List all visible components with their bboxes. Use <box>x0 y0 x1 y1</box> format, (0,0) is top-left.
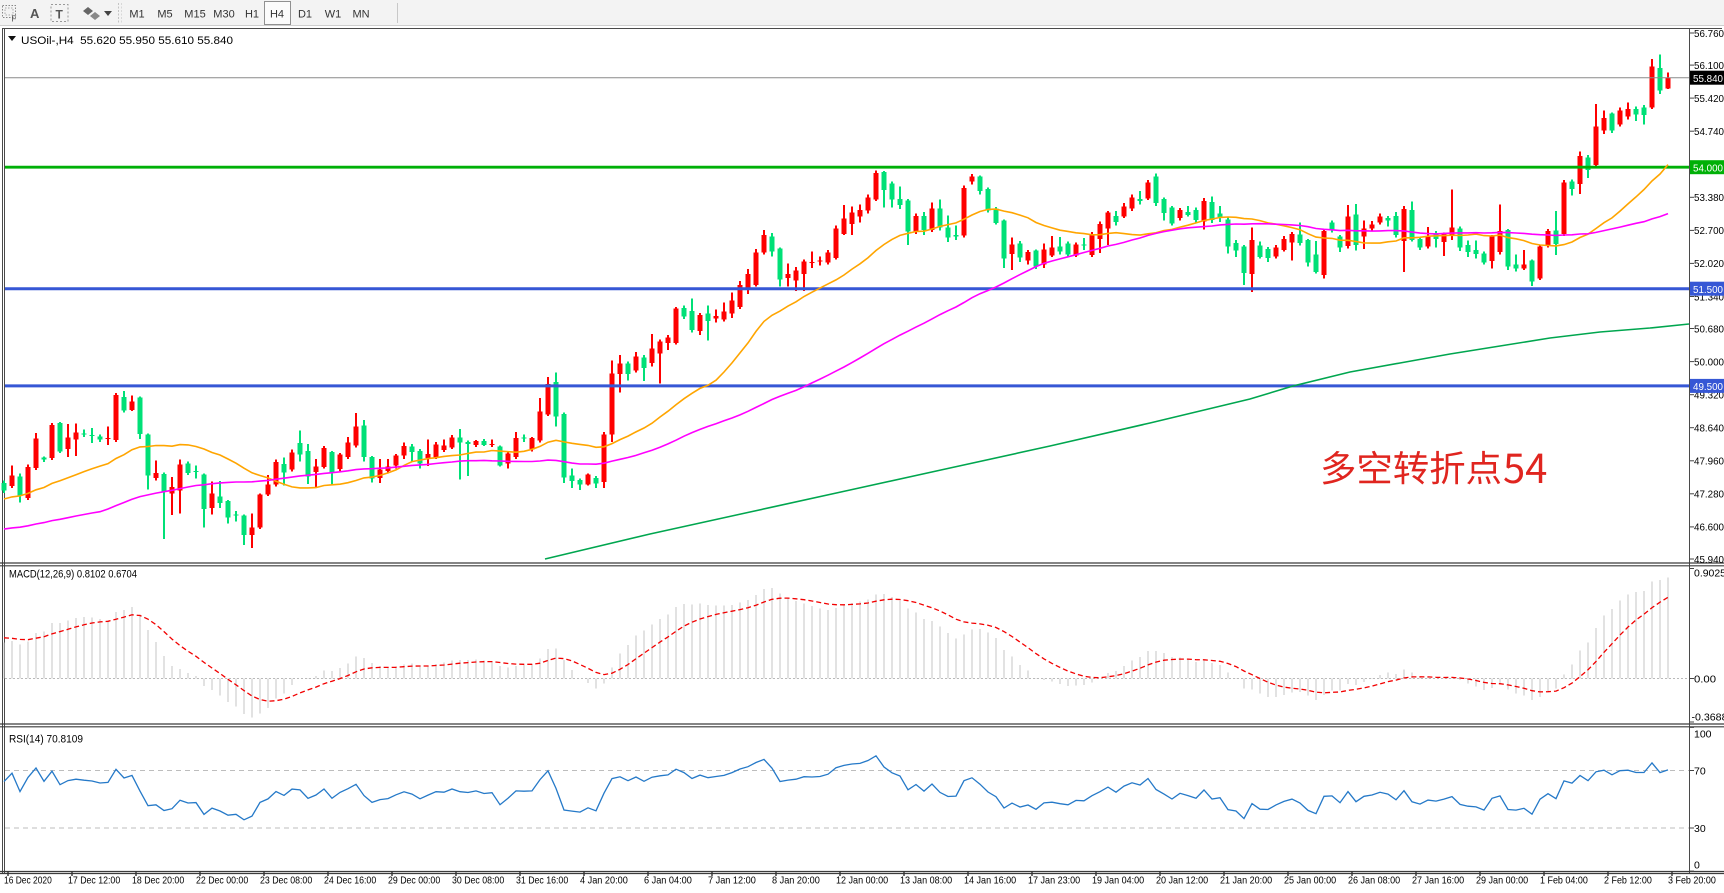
svg-text:USOil-,H4 55.620 55.950 55.61: USOil-,H4 55.620 55.950 55.610 55.840 <box>21 35 233 47</box>
svg-text:47.280: 47.280 <box>1694 489 1724 501</box>
svg-text:1 Feb 04:00: 1 Feb 04:00 <box>1540 875 1588 887</box>
svg-text:17 Dec 12:00: 17 Dec 12:00 <box>68 875 120 887</box>
svg-text:23 Dec 08:00: 23 Dec 08:00 <box>260 875 312 887</box>
svg-text:8 Jan 20:00: 8 Jan 20:00 <box>772 875 820 887</box>
svg-text:20 Jan 12:00: 20 Jan 12:00 <box>1156 875 1208 887</box>
svg-text:M15: M15 <box>184 9 205 21</box>
svg-text:16 Dec 2020: 16 Dec 2020 <box>4 875 52 887</box>
svg-text:13 Jan 08:00: 13 Jan 08:00 <box>900 875 952 887</box>
svg-text:56.100: 56.100 <box>1694 60 1724 72</box>
svg-text:-0.3688: -0.3688 <box>1692 711 1724 723</box>
svg-text:49.500: 49.500 <box>1693 381 1723 393</box>
svg-text:W1: W1 <box>325 9 342 21</box>
svg-text:50.680: 50.680 <box>1694 323 1724 335</box>
svg-text:52.700: 52.700 <box>1694 225 1724 237</box>
svg-text:24 Dec 16:00: 24 Dec 16:00 <box>324 875 376 887</box>
svg-text:52.020: 52.020 <box>1694 258 1724 270</box>
svg-text:31 Dec 16:00: 31 Dec 16:00 <box>516 875 568 887</box>
svg-text:MN: MN <box>352 9 369 21</box>
svg-text:19 Jan 04:00: 19 Jan 04:00 <box>1092 875 1144 887</box>
svg-text:53.380: 53.380 <box>1694 192 1724 204</box>
svg-text:F: F <box>12 15 17 24</box>
svg-text:100: 100 <box>1694 728 1712 740</box>
svg-text:7 Jan 12:00: 7 Jan 12:00 <box>708 875 756 887</box>
svg-text:21 Jan 20:00: 21 Jan 20:00 <box>1220 875 1272 887</box>
svg-text:30: 30 <box>1694 823 1706 835</box>
svg-text:RSI(14) 70.8109: RSI(14) 70.8109 <box>9 734 83 746</box>
svg-text:29 Dec 00:00: 29 Dec 00:00 <box>388 875 440 887</box>
svg-text:54.740: 54.740 <box>1694 126 1724 138</box>
svg-text:D1: D1 <box>298 9 312 21</box>
svg-text:2 Feb 12:00: 2 Feb 12:00 <box>1604 875 1652 887</box>
svg-text:M30: M30 <box>213 9 234 21</box>
svg-text:3 Feb 20:00: 3 Feb 20:00 <box>1668 875 1716 887</box>
svg-text:M5: M5 <box>157 9 172 21</box>
svg-text:47.960: 47.960 <box>1694 456 1724 468</box>
svg-text:MACD(12,26,9) 0.8102 0.6704: MACD(12,26,9) 0.8102 0.6704 <box>9 569 137 581</box>
svg-text:12 Jan 00:00: 12 Jan 00:00 <box>836 875 888 887</box>
svg-text:50.000: 50.000 <box>1694 356 1724 368</box>
svg-text:A: A <box>30 6 40 21</box>
svg-text:T: T <box>56 8 64 22</box>
svg-text:45.940: 45.940 <box>1694 554 1724 566</box>
svg-text:29 Jan 00:00: 29 Jan 00:00 <box>1476 875 1528 887</box>
svg-text:48.640: 48.640 <box>1694 423 1724 435</box>
svg-text:0.00: 0.00 <box>1694 673 1716 685</box>
svg-text:56.760: 56.760 <box>1694 28 1724 40</box>
svg-text:6 Jan 04:00: 6 Jan 04:00 <box>644 875 692 887</box>
svg-text:30 Dec 08:00: 30 Dec 08:00 <box>452 875 504 887</box>
svg-text:27 Jan 16:00: 27 Jan 16:00 <box>1412 875 1464 887</box>
svg-text:H4: H4 <box>270 9 284 21</box>
svg-text:54.000: 54.000 <box>1693 163 1723 175</box>
svg-text:26 Jan 08:00: 26 Jan 08:00 <box>1348 875 1400 887</box>
svg-text:55.420: 55.420 <box>1694 93 1724 105</box>
svg-text:55.840: 55.840 <box>1693 73 1723 85</box>
svg-text:14 Jan 16:00: 14 Jan 16:00 <box>964 875 1016 887</box>
svg-text:22 Dec 00:00: 22 Dec 00:00 <box>196 875 248 887</box>
svg-text:70: 70 <box>1694 765 1706 777</box>
svg-text:18 Dec 20:00: 18 Dec 20:00 <box>132 875 184 887</box>
svg-text:51.500: 51.500 <box>1693 284 1723 296</box>
svg-text:0: 0 <box>1694 859 1700 871</box>
svg-text:17 Jan 23:00: 17 Jan 23:00 <box>1028 875 1080 887</box>
svg-text:25 Jan 00:00: 25 Jan 00:00 <box>1284 875 1336 887</box>
svg-text:4 Jan 20:00: 4 Jan 20:00 <box>580 875 628 887</box>
svg-text:H1: H1 <box>245 9 259 21</box>
svg-text:0.9025: 0.9025 <box>1694 567 1724 579</box>
svg-text:M1: M1 <box>129 9 144 21</box>
svg-text:46.600: 46.600 <box>1694 522 1724 534</box>
